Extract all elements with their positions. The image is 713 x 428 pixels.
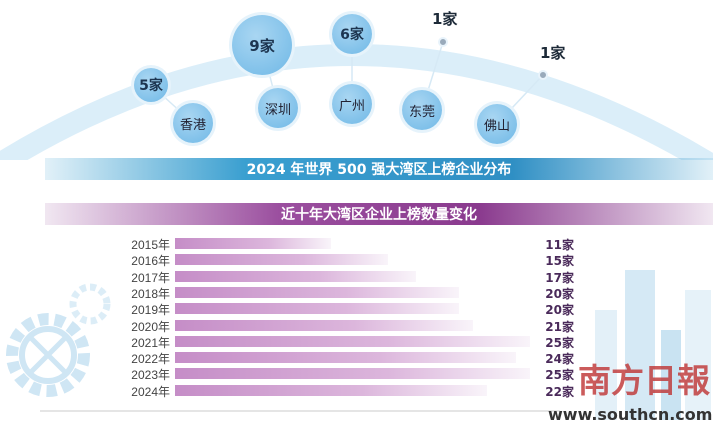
- city-name: 东莞: [408, 104, 435, 120]
- city-name: 佛山: [483, 118, 510, 134]
- year-label: 2016年: [131, 254, 170, 269]
- value-label: 22家: [545, 384, 574, 399]
- city-name: 广州: [338, 98, 365, 114]
- value-label: 25家: [545, 335, 574, 350]
- year-label: 2019年: [131, 303, 170, 318]
- value-label: 17家: [545, 270, 574, 285]
- dongguan-dot: [438, 37, 448, 47]
- year-label: 2020年: [131, 319, 170, 334]
- bar-2020年: [175, 319, 474, 331]
- bar-2021年: [175, 335, 530, 347]
- value-label: 25家: [545, 368, 574, 383]
- city-guangzhou: 广州: [332, 84, 372, 124]
- year-label: 2021年: [131, 335, 170, 350]
- bar-2017年: [175, 270, 417, 282]
- foshan-dot: [538, 70, 548, 80]
- year-label: 2015年: [131, 238, 170, 252]
- city-name: 深圳: [264, 102, 291, 118]
- guangzhou-count: 6家: [340, 27, 364, 43]
- city-foshan: 佛山: [477, 104, 517, 144]
- year-label: 2023年: [131, 368, 170, 383]
- shenzhen-count: 9家: [249, 36, 275, 55]
- bar-2019年: [175, 303, 459, 315]
- city-dongguan: 东莞: [402, 90, 442, 130]
- foshan-count: 1家: [540, 44, 566, 62]
- value-label: 20家: [545, 303, 574, 318]
- value-label: 24家: [545, 352, 574, 367]
- city-shenzhen: 深圳: [258, 88, 298, 128]
- watermark-url: www.southcn.com: [548, 405, 713, 424]
- year-label: 2018年: [131, 286, 170, 301]
- city-hongkong: 香港: [173, 103, 213, 143]
- building-bars-decoration: [595, 270, 711, 420]
- value-label: 11家: [545, 238, 574, 252]
- bar-2015年: [175, 238, 332, 249]
- distribution-title: 2024 年世界 500 强大湾区上榜企业分布: [246, 162, 512, 178]
- year-label: 2017年: [131, 270, 170, 285]
- chart-title-banner: 近十年大湾区企业上榜数量变化: [45, 203, 713, 225]
- dongguan-count: 1家: [432, 10, 458, 28]
- chart-title: 近十年大湾区企业上榜数量变化: [281, 207, 477, 223]
- year-label: 2024年: [131, 384, 170, 399]
- guangzhou-count-circle: 6家: [332, 14, 372, 54]
- bar-2016年: [175, 254, 388, 266]
- arc-decoration: [0, 34, 713, 160]
- divider: [40, 410, 560, 412]
- bar-2018年: [175, 286, 459, 298]
- bar-2022年: [175, 352, 516, 364]
- hongkong-count-circle: 5家: [134, 68, 168, 102]
- year-label: 2022年: [131, 352, 170, 367]
- city-name: 香港: [179, 117, 206, 133]
- value-label: 20家: [545, 286, 574, 301]
- shenzhen-count-circle: 9家: [232, 15, 292, 75]
- bar-2023年: [175, 368, 530, 380]
- gear-icon: [6, 283, 111, 397]
- value-label: 15家: [545, 254, 574, 269]
- distribution-title-banner: 2024 年世界 500 强大湾区上榜企业分布: [45, 158, 713, 180]
- watermark-logo: 南方日報: [578, 361, 710, 400]
- bar-2024年: [175, 384, 488, 396]
- value-label: 21家: [545, 319, 574, 334]
- hongkong-count: 5家: [139, 78, 163, 94]
